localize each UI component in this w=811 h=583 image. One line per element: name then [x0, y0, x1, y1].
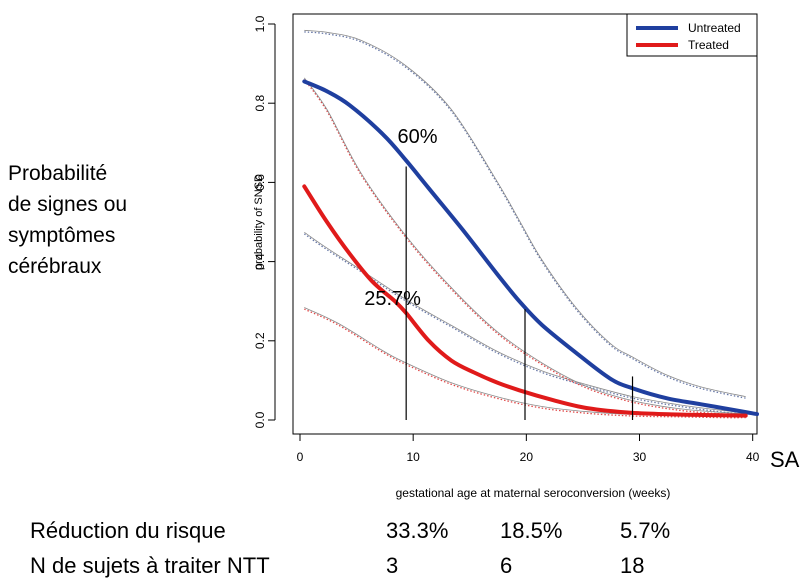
table-cell: 5.7% — [620, 518, 671, 543]
table-row-label: N de sujets à traiter NTT — [30, 553, 270, 578]
confidence-band-line — [304, 308, 746, 419]
annotations: 60% 25.7% — [364, 126, 437, 310]
annotation-label: 60% — [397, 126, 437, 148]
confidence-band-trace — [304, 29, 746, 397]
confidence-band-line — [304, 31, 746, 399]
confidence-band-trace — [303, 77, 746, 415]
x-tick-label: 30 — [633, 450, 647, 464]
series-lines — [302, 79, 759, 418]
legend-box — [626, 13, 758, 57]
y-tick-label: 0.0 — [253, 411, 267, 428]
x-tick-label: 0 — [297, 450, 304, 464]
unit-label: SA — [770, 447, 800, 472]
axes: 0.0 0.2 0.4 0.6 0.8 1.0 probability of SNSD 0 10… — [253, 13, 760, 500]
series-line — [302, 79, 759, 417]
y-axis-label: probability of SNSD — [253, 174, 265, 270]
table-row-ntt: N de sujets à traiter NTT 3 6 18 — [0, 553, 811, 583]
x-tick-label: 20 — [520, 450, 534, 464]
y-tick-label: 0.8 — [253, 95, 267, 112]
y-tick-label: 1.0 — [253, 15, 267, 32]
table-cell: 33.3% — [386, 518, 449, 543]
side-label-line: Probabilité — [8, 162, 108, 185]
table-cell: 18 — [620, 553, 645, 578]
table-row-label: Réduction du risque — [30, 518, 226, 543]
reference-lines — [405, 166, 634, 420]
table-cell: 3 — [386, 553, 399, 578]
table-cell: 6 — [500, 553, 513, 578]
y-tick-label: 0.6 — [253, 174, 267, 191]
table-row-risk-reduction: Réduction du risque 33.3% 18.5% 5.7% — [0, 518, 811, 548]
confidence-band-line — [303, 233, 746, 415]
side-label: Probabilité de signes ou symptômes céréb… — [8, 158, 208, 282]
y-tick-label: 0.2 — [253, 332, 267, 349]
x-tick-label: 40 — [746, 450, 760, 464]
x-tick-label: 10 — [406, 450, 420, 464]
legend: Untreated Treated — [626, 13, 758, 57]
series-line — [302, 184, 748, 418]
table-cell: 18.5% — [500, 518, 563, 543]
legend-label: Untreated — [688, 21, 741, 35]
y-tick-label: 0.4 — [253, 253, 267, 270]
side-label-line: de signes ou — [8, 193, 128, 216]
side-label-line: cérébraux — [8, 255, 102, 278]
confidence-band-trace — [304, 231, 746, 413]
annotation-label: 25.7% — [364, 288, 421, 310]
side-label-line: symptômes — [8, 224, 116, 247]
x-axis-label: gestational age at maternal seroconversi… — [396, 486, 671, 500]
legend-label: Treated — [688, 38, 729, 52]
